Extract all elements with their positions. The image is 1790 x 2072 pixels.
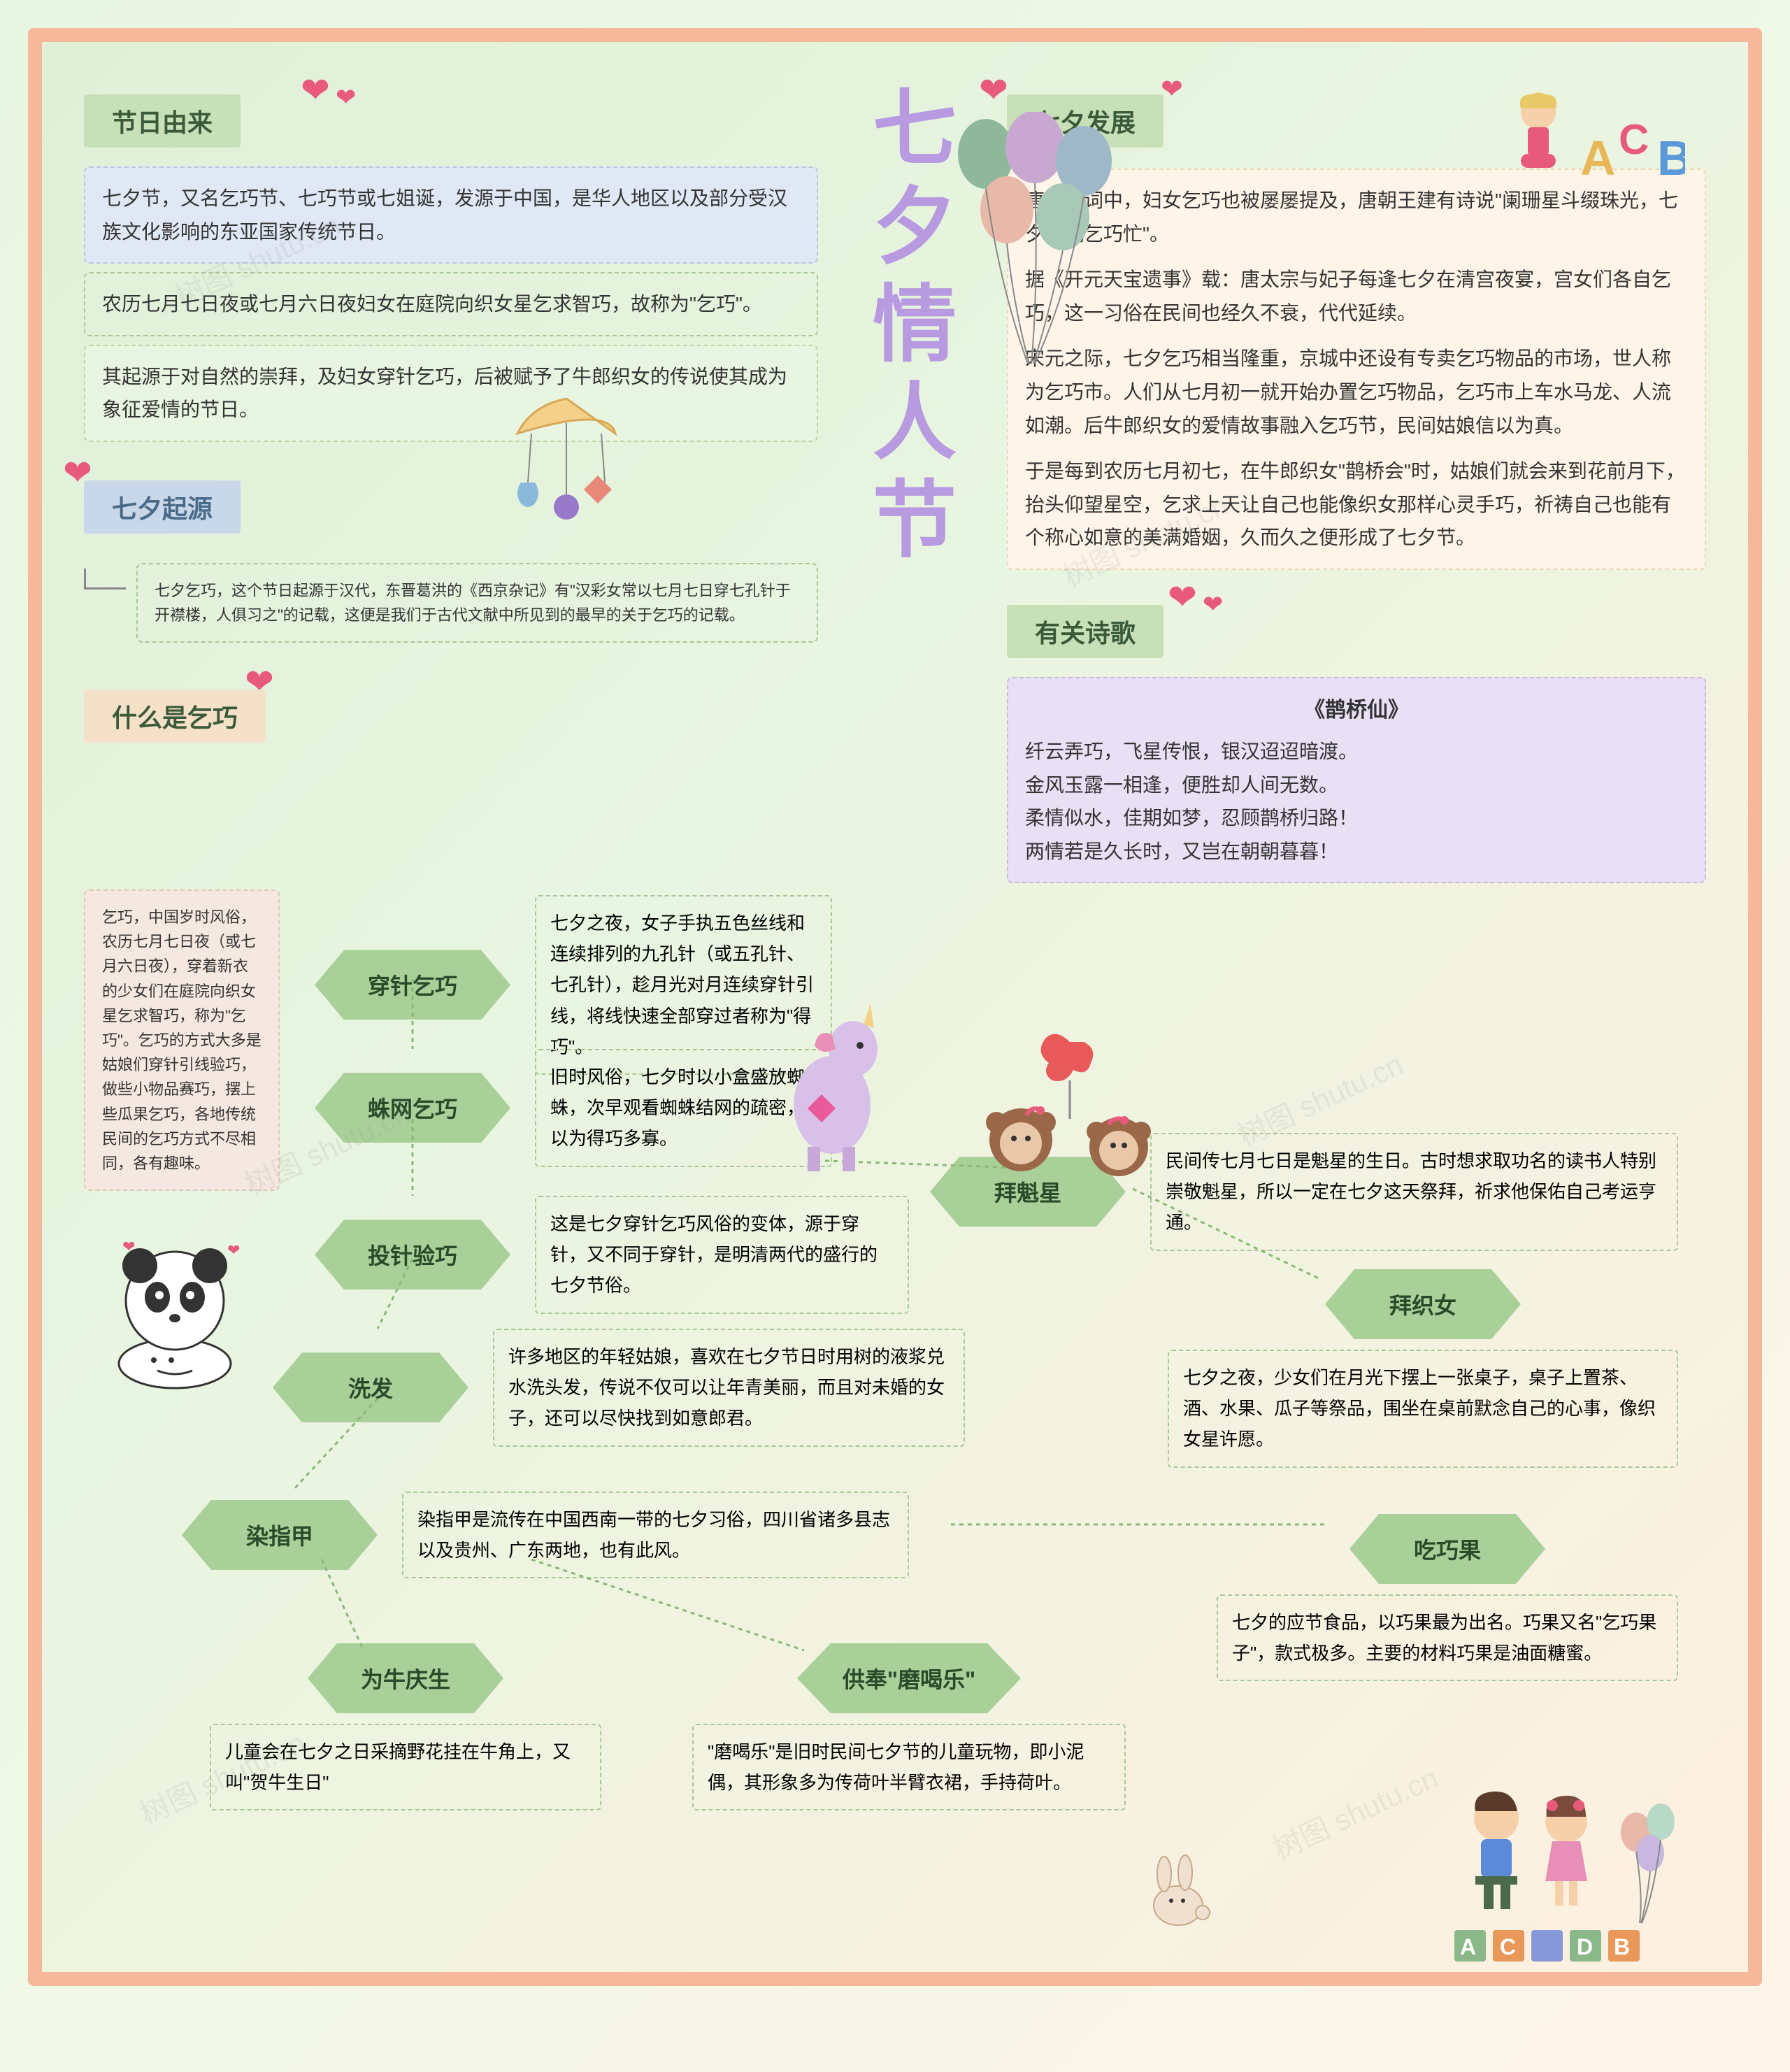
- custom-label-3: 投针验巧: [315, 1220, 510, 1289]
- custom-desc-3: 这是七夕穿针乞巧风俗的变体，源于穿针，又不同于穿针，是明清两代的盛行的七夕节俗。: [535, 1196, 909, 1314]
- custom-label-8: 为牛庆生: [308, 1643, 503, 1713]
- main-title: 七夕情人节: [846, 84, 968, 573]
- custom-desc-2: 民间传七月七日是魁星的生日。古时想求取功名的读书人特别崇敬魁星，所以一定在七夕这…: [1150, 1133, 1678, 1251]
- svg-text:❤: ❤: [227, 1241, 240, 1259]
- svg-text:❤: ❤: [122, 1238, 135, 1255]
- custom-label-0: 穿针乞巧: [315, 950, 510, 1020]
- custom-label-9: 供奉"磨喝乐": [797, 1643, 1021, 1713]
- custom-desc-9: "磨喝乐"是旧时民间七夕节的儿童玩物，即小泥偶，其形象多为传荷叶半臂衣裙，手持荷…: [692, 1724, 1126, 1810]
- section-header-origin: 节日由来: [84, 94, 241, 148]
- custom-label-1: 蛛网乞巧: [315, 1073, 510, 1143]
- section-header-qixi-origin: 七夕起源: [84, 480, 241, 534]
- poetry-box: 《鹊桥仙》 纤云弄巧，飞星传恨，银汉迢迢暗渡。 金风玉露一相逢，便胜却人间无数。…: [1007, 677, 1706, 883]
- kids-blocks-icon: A C D B: [1426, 1776, 1685, 1979]
- poem-title: 《鹊桥仙》: [1025, 692, 1688, 728]
- svg-text:A: A: [1580, 131, 1616, 185]
- custom-label-7: 吃巧果: [1349, 1514, 1545, 1584]
- svg-text:B: B: [1657, 131, 1685, 185]
- rabbit-icon: [1133, 1846, 1224, 1937]
- unicorn-icon: [755, 993, 909, 1175]
- svg-text:B: B: [1614, 1934, 1630, 1959]
- panda-icon: ❤ ❤: [91, 1231, 259, 1399]
- poem-line-4: 两情若是久长时，又岂在朝朝暮暮！: [1025, 835, 1688, 869]
- custom-desc-6: 染指甲是流传在中国西南一带的七夕习俗，四川省诸多县志以及贵州、广东两地，也有此风…: [402, 1492, 909, 1578]
- baby-mobile-icon: [475, 385, 657, 566]
- monkeys-icon: [951, 1021, 1196, 1203]
- heart-icon: ❤: [979, 70, 1008, 110]
- custom-label-6: 染指甲: [182, 1500, 378, 1570]
- connector-line: [84, 569, 126, 590]
- poem-line-1: 纤云弄巧，飞星传恨，银汉迢迢暗渡。: [1025, 735, 1688, 769]
- section-header-what-qiqiao: 什么是乞巧: [84, 690, 266, 743]
- heart-icon: ❤: [1168, 577, 1197, 617]
- heart-icon: ❤: [336, 84, 356, 112]
- what-qiqiao-text: 乞巧，中国岁时风俗，农历七月七日夜（或七月六日夜），穿着新衣的少女们在庭院向织女…: [84, 889, 280, 1191]
- heart-icon: ❤: [301, 70, 330, 110]
- origin-box-1: 七夕节，又名乞巧节、七巧节或七姐诞，发源于中国，是华人地区以及部分受汉族文化影响…: [84, 166, 818, 264]
- dev-para-4: 于是每到农历七月初七，在牛郎织女"鹊桥会"时，姑娘们就会来到花前月下，抬头仰望星…: [1025, 455, 1688, 555]
- custom-desc-7: 七夕的应节食品，以巧果最为出名。巧果又名"乞巧果子"，款式极多。主要的材料巧果是…: [1217, 1594, 1678, 1681]
- origin-box-2: 农历七月七日夜或七月六日夜妇女在庭院向织女星乞求智巧，故称为"乞巧"。: [84, 272, 818, 336]
- poem-line-3: 柔情似水，佳期如梦，忍顾鹊桥归路！: [1025, 801, 1688, 835]
- svg-text:C: C: [1619, 116, 1649, 163]
- svg-text:C: C: [1500, 1934, 1516, 1959]
- qiqiao-sidebar: 乞巧，中国岁时风俗，农历七月七日夜（或七月六日夜），穿着新衣的少女们在庭院向织女…: [84, 881, 280, 1199]
- section-header-poetry: 有关诗歌: [1007, 605, 1164, 658]
- custom-desc-5: 许多地区的年轻姑娘，喜欢在七夕节日时用树的液浆兑水洗头发，传说不仅可以让年青美丽…: [493, 1329, 965, 1447]
- qixi-origin-text: 七夕乞巧，这个节日起源于汉代，东晋葛洪的《西京杂记》有"汉彩女常以七月七日穿七孔…: [136, 563, 818, 643]
- watermark: 树图 shutu.cn: [1265, 1755, 1444, 1869]
- svg-text:A: A: [1460, 1934, 1476, 1959]
- girl-abc-icon: A B C: [1496, 84, 1685, 217]
- balloons-icon: [944, 112, 1140, 378]
- origin-box-3: 其起源于对自然的崇拜，及妇女穿针乞巧，后被赋予了牛郎织女的传说使其成为象征爱情的…: [84, 345, 818, 442]
- custom-desc-8: 儿童会在七夕之日采摘野花挂在牛角上，又叫"贺牛生日": [210, 1724, 601, 1810]
- poem-line-2: 金风玉露一相逢，便胜却人间无数。: [1025, 769, 1688, 802]
- custom-desc-4: 七夕之夜，少女们在月光下摆上一张桌子，桌子上置茶、酒、水果、瓜子等祭品，围坐在桌…: [1168, 1350, 1678, 1468]
- left-column: ❤ ❤ 节日由来 七夕节，又名乞巧节、七巧节或七姐诞，发源于中国，是华人地区以及…: [84, 84, 818, 753]
- custom-label-5: 洗发: [273, 1352, 468, 1422]
- svg-text:D: D: [1577, 1934, 1593, 1959]
- custom-label-4: 拜织女: [1325, 1269, 1521, 1339]
- poster-frame: 树图 shutu.cn 树图 shutu.cn 树图 shutu.cn 树图 s…: [28, 28, 1762, 1986]
- heart-icon: ❤: [1161, 73, 1183, 105]
- heart-icon: ❤: [1203, 591, 1223, 619]
